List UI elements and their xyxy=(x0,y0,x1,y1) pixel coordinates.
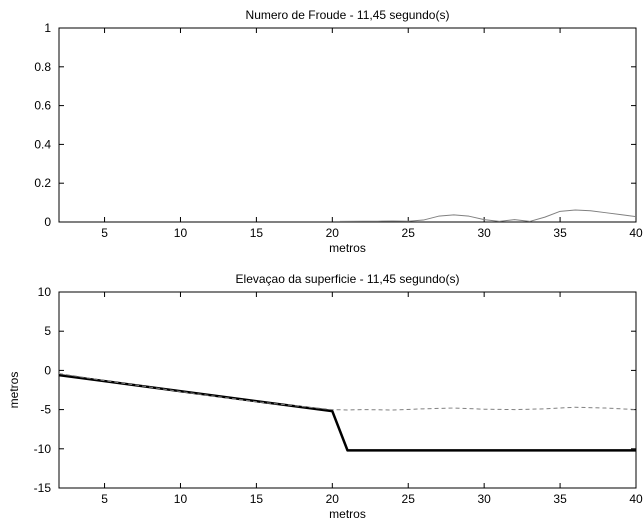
chart1-y-tick-label: 0 xyxy=(44,215,51,229)
chart1-x-tick-label: 15 xyxy=(250,226,264,240)
chart2-y-tick-label: -10 xyxy=(34,442,52,456)
chart1-y-tick-label: 1 xyxy=(44,21,51,35)
chart1-x-tick-label: 25 xyxy=(402,226,416,240)
chart1-y-tick-label: 0.6 xyxy=(34,99,51,113)
chart1-y-tick-label: 0.8 xyxy=(34,60,51,74)
chart2-plot-frame xyxy=(58,291,637,489)
chart1-x-tick-label: 10 xyxy=(174,226,188,240)
chart2-x-tick-label: 20 xyxy=(326,492,340,506)
chart1-x-tick-label: 20 xyxy=(326,226,340,240)
chart2-x-tick-label: 40 xyxy=(629,492,643,506)
chart2-y-tick-label: 10 xyxy=(38,285,52,299)
chart2-x-tick-label: 35 xyxy=(553,492,567,506)
chart2-x-tick-label: 25 xyxy=(402,492,416,506)
chart1-x-tick-label: 30 xyxy=(477,226,491,240)
chart2-title: Elevaçao da superficie - 11,45 segundo(s… xyxy=(236,272,460,286)
chart2-x-tick-label: 10 xyxy=(174,492,188,506)
chart1-x-axis-label: metros xyxy=(329,241,366,255)
chart2-y-tick-label: -5 xyxy=(40,403,51,417)
chart1-plot-frame xyxy=(58,27,637,223)
chart1-y-tick-label: 0.4 xyxy=(34,137,51,151)
chart2-y-tick-label: 0 xyxy=(44,363,51,377)
chart1-froude-number-line xyxy=(339,209,637,222)
chart2-y-tick-label: 5 xyxy=(44,324,51,338)
chart1-x-tick-label: 40 xyxy=(629,226,643,240)
chart1-x-tick-label: 35 xyxy=(553,226,567,240)
chart2-x-axis-label: metros xyxy=(329,507,366,521)
chart2-x-tick-label: 15 xyxy=(250,492,264,506)
chart2-water-surface-line xyxy=(58,373,637,411)
chart1-x-tick-label: 5 xyxy=(101,226,108,240)
chart1-title: Numero de Froude - 11,45 segundo(s) xyxy=(246,8,450,22)
chart2-y-tick-label: -15 xyxy=(34,481,52,495)
chart2-y-axis-label: metros xyxy=(7,372,21,409)
chart2-x-tick-label: 5 xyxy=(101,492,108,506)
chart1-y-tick-label: 0.2 xyxy=(34,176,51,190)
chart2-bottom-profile-line xyxy=(58,373,636,452)
chart2-x-tick-label: 30 xyxy=(477,492,491,506)
